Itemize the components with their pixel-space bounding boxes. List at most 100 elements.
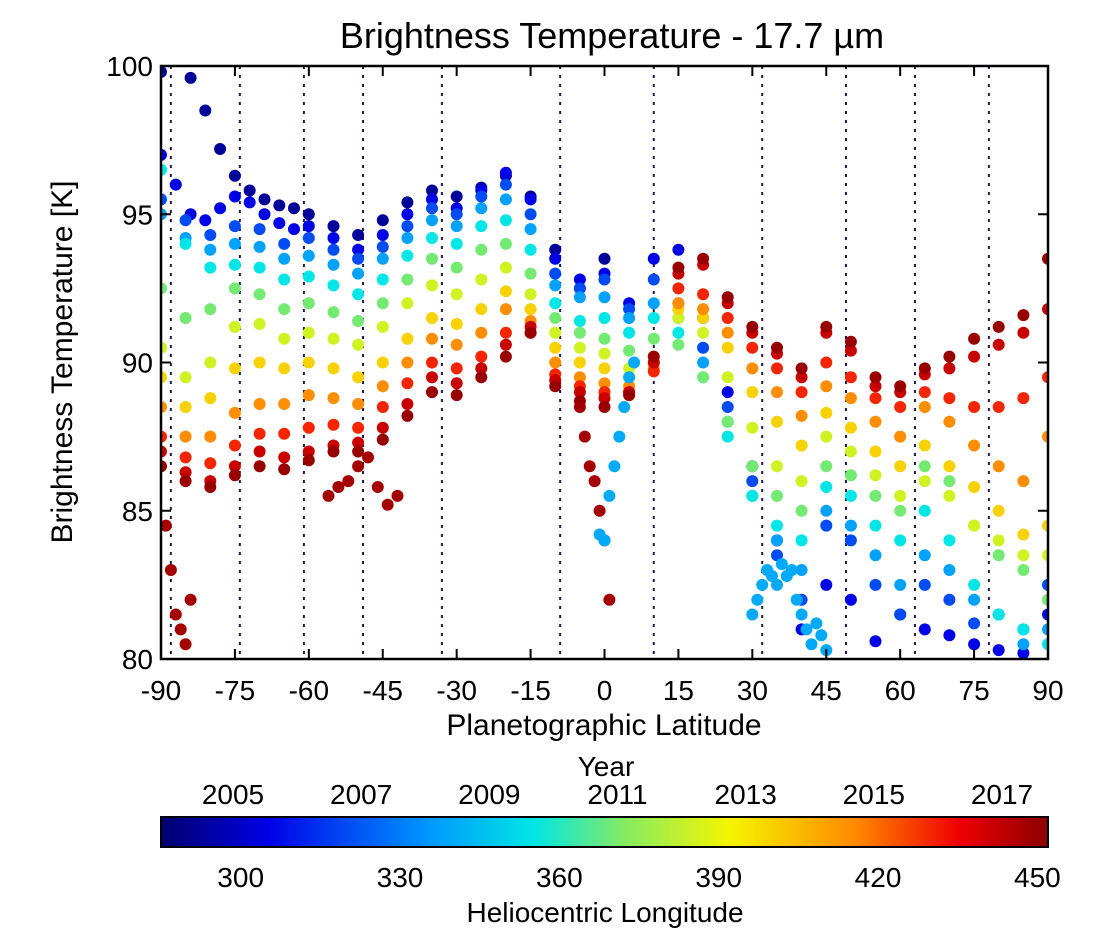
data-point — [573, 401, 586, 413]
y-axis: 80 85 90 95 100 — [106, 51, 1048, 675]
x-tick-label: 15 — [663, 675, 694, 706]
data-point — [918, 401, 931, 413]
x-tick-label: 90 — [1032, 675, 1063, 706]
data-point — [1017, 392, 1030, 405]
data-point — [943, 460, 956, 473]
data-point — [746, 341, 759, 354]
data-point — [327, 332, 340, 345]
data-point — [214, 143, 227, 155]
data-point — [327, 392, 340, 405]
data-point — [869, 469, 882, 482]
data-point — [253, 445, 266, 458]
data-point — [894, 534, 907, 547]
data-point — [253, 223, 266, 236]
data-point — [204, 303, 217, 316]
data-point — [475, 362, 488, 375]
plot-area: -90 -75 -60 -45 -30 -15 0 15 30 45 60 75 90 80 85 90 95… — [106, 51, 1063, 706]
data-point — [228, 439, 241, 452]
data-point — [179, 430, 192, 443]
data-point — [894, 489, 907, 502]
data-point — [322, 489, 335, 502]
series-11 — [161, 252, 1048, 493]
data-point — [992, 504, 1005, 517]
data-point — [228, 220, 241, 233]
data-point — [278, 463, 291, 476]
data-point — [426, 252, 438, 265]
data-point — [161, 519, 172, 532]
data-point — [697, 312, 710, 324]
data-point — [161, 401, 167, 413]
data-point — [499, 261, 512, 274]
data-point — [573, 291, 586, 304]
data-point — [623, 303, 636, 316]
data-point — [401, 332, 414, 345]
data-point — [918, 549, 931, 562]
data-point — [869, 635, 882, 648]
data-point — [332, 481, 345, 493]
data-point — [161, 148, 167, 161]
data-point — [302, 356, 315, 369]
data-point — [918, 362, 931, 375]
data-point — [161, 163, 167, 176]
colorbar-year-tick-label: 2007 — [330, 779, 392, 810]
data-point — [327, 418, 340, 431]
data-point — [771, 460, 783, 473]
data-point — [376, 433, 389, 446]
data-point — [697, 356, 710, 369]
data-point — [751, 593, 764, 606]
data-point — [844, 519, 857, 532]
y-tick-label: 80 — [122, 644, 153, 675]
data-point — [968, 401, 981, 413]
data-point — [161, 430, 167, 443]
data-point — [844, 392, 857, 405]
data-point — [401, 409, 414, 422]
data-point — [228, 258, 241, 271]
data-point — [376, 297, 389, 310]
data-point — [771, 415, 783, 428]
data-point — [598, 534, 611, 547]
data-point — [647, 297, 660, 310]
data-point — [302, 454, 315, 467]
data-point — [475, 220, 488, 233]
colorbar-longitude-tick-label: 390 — [695, 862, 742, 893]
data-point — [426, 184, 438, 197]
data-point — [820, 356, 833, 369]
data-point — [795, 564, 808, 576]
data-point — [475, 190, 488, 203]
data-point — [1042, 303, 1048, 316]
data-point — [992, 401, 1005, 413]
data-point — [943, 564, 956, 576]
data-point — [288, 223, 300, 236]
data-point — [426, 202, 438, 215]
data-point — [844, 445, 857, 458]
data-point — [992, 608, 1005, 621]
data-point — [253, 460, 266, 473]
data-point — [450, 220, 463, 233]
data-point — [450, 338, 463, 351]
data-point — [771, 578, 783, 591]
data-point — [672, 282, 685, 295]
colorbar-bottom-label: Heliocentric Longitude — [466, 897, 743, 928]
data-point — [214, 202, 227, 215]
data-point — [179, 214, 192, 227]
data-point — [869, 578, 882, 591]
data-point — [169, 608, 182, 621]
data-point — [721, 371, 734, 384]
data-point — [918, 439, 931, 452]
colorbar: Year 2005 2007 2009 2011 2013 2015 2017 300 330… — [160, 751, 1061, 928]
data-point — [228, 320, 241, 333]
data-point — [968, 519, 981, 532]
data-point — [475, 202, 488, 215]
data-point — [204, 430, 217, 443]
series-4 — [161, 163, 1048, 651]
x-tick-label: 75 — [959, 675, 990, 706]
data-point — [573, 326, 586, 339]
data-point — [253, 427, 266, 440]
data-point — [199, 104, 212, 117]
data-point — [1017, 564, 1030, 576]
data-point — [771, 362, 783, 375]
data-point — [161, 66, 167, 78]
data-point — [401, 273, 414, 286]
data-point — [943, 362, 956, 375]
data-point — [401, 356, 414, 369]
